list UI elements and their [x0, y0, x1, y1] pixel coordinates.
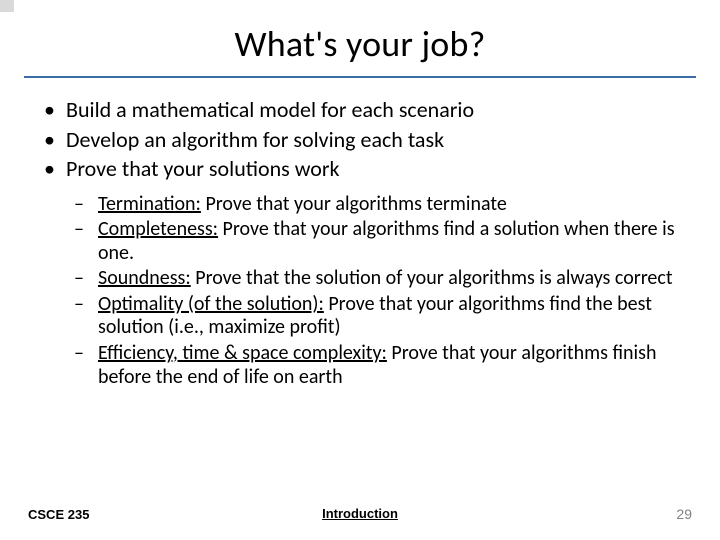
sub-bullet-item: Termination: Prove that your algorithms … [98, 193, 680, 217]
slide-body: Build a mathematical model for each scen… [0, 96, 720, 389]
bullet-item: Prove that your solutions work [66, 155, 680, 183]
footer-section-title: Introduction [322, 506, 398, 521]
sub-bullet-label: Termination: [98, 192, 201, 216]
bullet-item: Build a mathematical model for each scen… [66, 96, 680, 124]
sub-bullet-label: Completeness: [98, 217, 218, 241]
sub-bullet-item: Completeness: Prove that your algorithms… [98, 218, 680, 265]
sub-bullet-label: Soundness: [98, 266, 191, 290]
sub-bullet-item: Efficiency, time & space complexity: Pro… [98, 342, 680, 389]
bullet-item: Develop an algorithm for solving each ta… [66, 126, 680, 154]
slide-title: What's your job? [0, 0, 720, 76]
title-underline [24, 76, 696, 78]
top-bullet-list: Build a mathematical model for each scen… [40, 96, 680, 183]
sub-bullet-item: Soundness: Prove that the solution of yo… [98, 267, 680, 291]
sub-bullet-label: Optimality (of the solution): [98, 292, 324, 316]
sub-bullet-label: Efficiency, time & space complexity: [98, 341, 387, 365]
sub-bullet-text: Prove that your algorithms terminate [201, 192, 507, 216]
footer-course-code: CSCE 235 [28, 507, 89, 522]
slide: What's your job? Build a mathematical mo… [0, 0, 720, 540]
footer-page-number: 29 [676, 506, 692, 522]
corner-tab [0, 0, 14, 12]
slide-footer: CSCE 235 Introduction 29 [0, 506, 720, 522]
sub-bullet-text: Prove that the solution of your algorith… [191, 266, 673, 290]
sub-bullet-list: Termination: Prove that your algorithms … [40, 193, 680, 390]
sub-bullet-item: Optimality (of the solution): Prove that… [98, 293, 680, 340]
